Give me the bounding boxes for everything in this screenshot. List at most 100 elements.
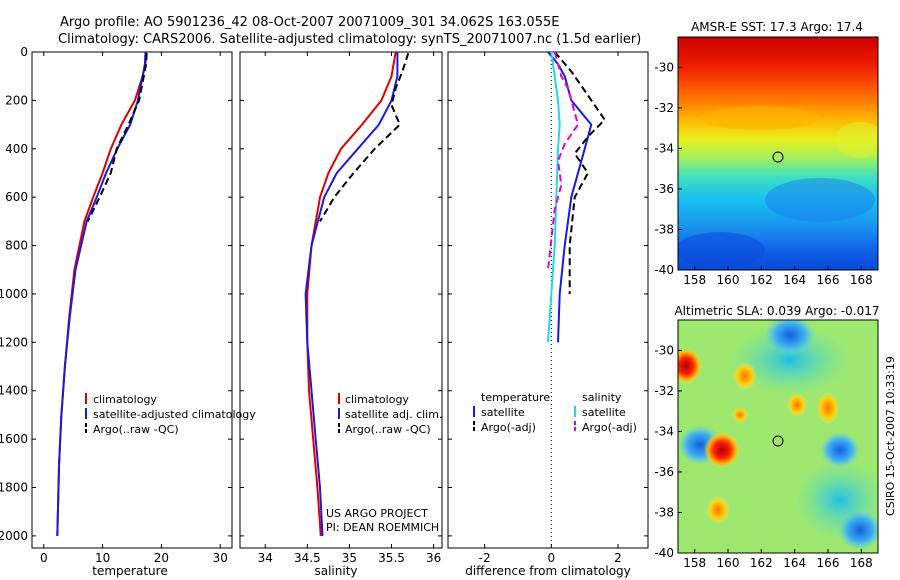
sst-axes-ticks: 158 160 162 164 166 168 -30 -32 -34 -36 -38 -40 [654,60,872,287]
map-y-tick-label: -36 [654,465,674,479]
sla-red-eddy [678,348,702,384]
x-tick-label: 0 [40,551,48,565]
sla-map-title: Altimetric SLA: 0.039 Argo: -0.017 [674,304,879,318]
sst-map-title: AMSR-E SST: 17.3 Argo: 17.4 [691,20,863,34]
depth-tick-label: 1800 [0,481,28,495]
difference-panel: -2 0 2 difference from climatology tempera… [447,51,649,578]
title-line-2: Climatology: CARS2006. Satellite-adjuste… [58,32,641,47]
map-x-tick-label: 168 [850,556,873,570]
depth-tick-label: 0 [20,45,28,59]
map-x-tick-label: 160 [717,273,740,287]
series-line-temperature-argo-adj- [553,52,606,294]
map-x-tick-label: 166 [817,273,840,287]
sst-map-panel: AMSR-E SST: 17.3 Argo: 17.4 158 160 162 164… [654,20,879,287]
legend-label-sal-satellite: satellite [582,406,626,419]
series-line-satellite-adjusted-climatology [56,52,147,536]
x-tick-label: 34.5 [294,551,321,565]
salinity-x-axis: 34 34.5 35 35.5 36 [240,51,442,565]
x-tick-label: 34 [258,551,273,565]
x-tick-label: 20 [154,551,169,565]
sla-orange-blob [733,362,757,390]
map-y-tick-label: -30 [654,60,674,74]
depth-tick-label: 1400 [0,384,28,398]
argo-position-marker [772,151,784,163]
salinity-axes-box [239,51,443,549]
map-x-tick-label: 158 [683,556,706,570]
map-x-tick-label: 160 [717,556,740,570]
salinity-legend: climatology satellite adj. clim. Argo(..… [338,393,442,436]
map-y-tick-label: -34 [654,424,674,438]
depth-tick-label: 2000 [0,529,28,543]
x-tick-label: -2 [479,551,491,565]
temperature-xlabel: temperature [92,564,167,578]
legend-label-climatology: climatology [345,393,409,406]
sst-axes-box [677,36,879,271]
difference-lines [547,52,606,548]
series-line-satellite-adj-clim- [304,52,399,536]
difference-legend: temperature salinity satellite Argo(-adj… [473,391,637,434]
map-x-tick-label: 162 [750,556,773,570]
depth-tick-label: 1200 [0,335,28,349]
sla-red-eddy [704,432,740,468]
map-y-tick-label: -32 [654,384,674,398]
temperature-panel: 0 200 400 600 800 1000 1200 1400 1600 1800 2000 0 1… [0,45,256,578]
legend-header-temperature: temperature [481,391,550,404]
depth-tick-label: 1600 [0,432,28,446]
map-x-tick-label: 164 [783,556,806,570]
sla-orange-blob [732,407,748,423]
x-tick-label: 35 [342,551,357,565]
sla-axes-ticks: 158 160 162 164 166 168 -30 -32 -34 -36 -38 -40 [654,343,872,570]
sla-cyan-blob [730,325,850,395]
x-tick-label: 0 [548,551,556,565]
map-y-tick-label: -40 [654,546,674,560]
series-line-salinity-satellite [547,52,561,343]
series-line-temperature-satellite [547,52,593,343]
legend-label-argo: Argo(..raw -QC) [93,423,179,436]
sla-orange-blob [816,392,840,424]
project-annotation: US ARGO PROJECT [326,507,428,520]
temperature-legend: climatology satellite-adjusted climatolo… [85,393,256,436]
salinity-lines [304,52,410,536]
map-y-tick-label: -32 [654,101,674,115]
series-line-climatology [56,52,148,536]
depth-tick-label: 600 [5,190,28,204]
sst-warm-tongue [700,106,820,130]
depth-tick-label: 1000 [0,287,28,301]
sst-cool-patch [765,178,875,222]
series-line-argo-raw-qc- [86,53,148,222]
temperature-x-axis: 0 10 20 30 [40,52,228,565]
legend-header-salinity: salinity [582,391,622,404]
depth-tick-label: 400 [5,142,28,156]
map-y-tick-label: -38 [654,222,674,236]
depth-axis: 0 200 400 600 800 1000 1200 1400 1600 1800 2000 [0,45,232,543]
map-x-tick-label: 158 [683,273,706,287]
legend-label-satellite-adj: satellite adj. clim. [345,408,442,421]
credit-stamp: CSIRO 15-Oct-2007 10:33:19 [884,356,897,516]
depth-tick-label: 200 [5,93,28,107]
legend-label-argo: Argo(..raw -QC) [345,423,431,436]
map-y-tick-label: -40 [654,263,674,277]
pi-annotation: PI: DEAN ROEMMICH [326,521,439,534]
map-y-tick-label: -36 [654,182,674,196]
map-y-tick-label: -30 [654,343,674,357]
sst-mid-patch [835,122,878,158]
temperature-axes-box [31,51,233,549]
map-x-tick-label: 166 [817,556,840,570]
map-y-tick-label: -38 [654,505,674,519]
legend-label-temp-argo: Argo(-adj) [481,421,536,434]
difference-axes-box [447,51,649,549]
legend-label-satellite-adjusted: satellite-adjusted climatology [93,408,256,421]
difference-xlabel: difference from climatology [465,564,631,578]
map-x-tick-label: 162 [750,273,773,287]
map-x-tick-label: 164 [783,273,806,287]
legend-label-sal-argo: Argo(-adj) [582,421,637,434]
sla-blue-blob [838,510,878,550]
x-tick-label: 35.5 [378,551,405,565]
sla-map-panel: Altimetric SLA: 0.039 Argo: -0.017 158 16… [654,304,879,570]
map-y-tick-label: -34 [654,141,674,155]
argo-position-marker [772,435,784,447]
x-tick-label: 2 [614,551,622,565]
series-line-climatology [306,52,397,536]
title-line-1: Argo profile: AO 5901236_42 08-Oct-2007 … [60,15,559,30]
